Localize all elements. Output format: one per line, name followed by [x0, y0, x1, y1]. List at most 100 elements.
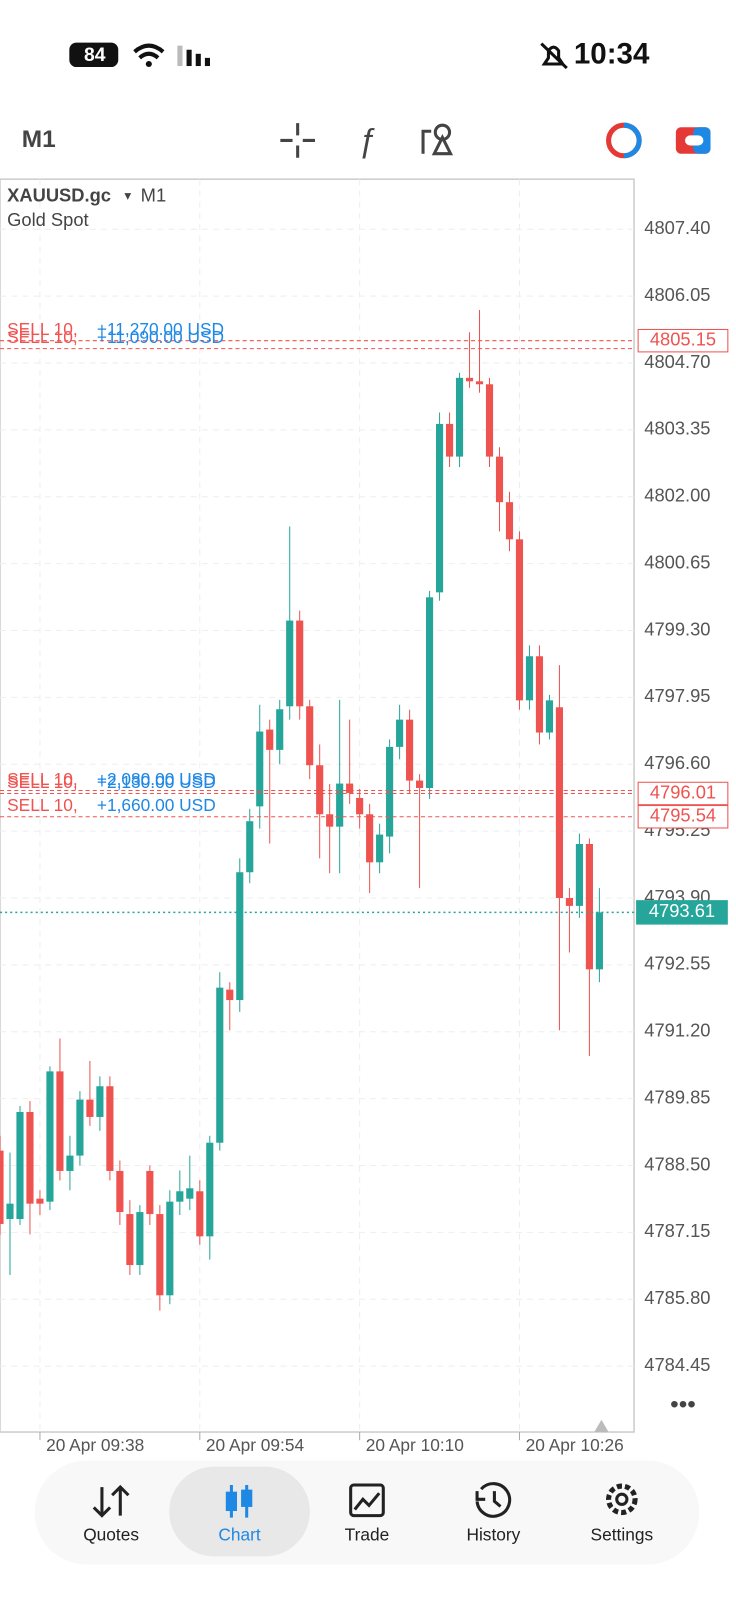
one-click-button[interactable] — [675, 127, 711, 154]
battery — [69, 42, 119, 68]
nav-label[interactable]: History — [466, 1525, 520, 1545]
candle-body — [435, 423, 444, 593]
nav-chart[interactable]: Chart — [218, 1485, 261, 1545]
candle-body — [416, 780, 424, 789]
candle-body — [96, 1086, 104, 1117]
crosshair-button[interactable] — [280, 123, 315, 158]
price-label-box — [637, 805, 729, 829]
candle-body — [366, 814, 374, 863]
candle-body — [256, 731, 264, 807]
candle-body — [136, 1212, 144, 1266]
plot-frame — [0, 178, 635, 1433]
last-price-label: 4793.61 — [649, 900, 715, 921]
clock: 10:34 — [574, 38, 650, 71]
objects-button[interactable] — [421, 123, 454, 156]
candle-body — [176, 1191, 184, 1202]
candle-body — [326, 814, 334, 827]
candle-body — [16, 1112, 24, 1220]
y-tick-label: 4791.20 — [644, 1020, 710, 1041]
nav-bar — [34, 1460, 700, 1565]
order-profit: +1,660.00 USD — [97, 795, 216, 815]
candle-body — [236, 872, 244, 1001]
candle-body — [316, 765, 324, 815]
candle-body — [186, 1188, 194, 1199]
candle-body — [226, 989, 234, 1001]
nav-label[interactable]: Quotes — [83, 1525, 139, 1545]
nav-history[interactable]: History — [466, 1482, 521, 1545]
candle-body — [6, 1203, 14, 1220]
candle-body — [525, 656, 534, 701]
y-tick-label: 4803.35 — [644, 418, 710, 439]
candle-body — [445, 423, 454, 457]
order-side: SELL 10, — [7, 327, 78, 347]
candle-body — [386, 746, 394, 837]
order-side: SELL 10, — [7, 795, 78, 815]
y-tick-label: 4800.65 — [644, 551, 710, 572]
x-tick-label: 20 Apr 09:54 — [206, 1435, 305, 1455]
symbol: XAUUSD.gc — [7, 184, 111, 205]
candle-body — [426, 597, 434, 789]
candle-body — [46, 1071, 54, 1202]
nav-trade[interactable]: Trade — [345, 1483, 390, 1545]
candle-body — [396, 719, 404, 747]
candle-body — [505, 502, 514, 540]
x-tick-label: 20 Apr 09:38 — [46, 1435, 144, 1455]
scroll-marker — [594, 1419, 609, 1433]
nav-label[interactable]: Settings — [591, 1525, 654, 1545]
candle-body — [575, 843, 583, 906]
candle-body — [216, 987, 224, 1143]
y-tick-label: 4787.15 — [644, 1220, 710, 1241]
order-side: SELL 10, — [7, 772, 78, 792]
candle-body — [535, 656, 544, 733]
y-tick-label: 4789.85 — [644, 1086, 710, 1107]
nav-label[interactable]: Chart — [218, 1525, 261, 1545]
candle-body — [106, 1086, 114, 1171]
y-tick-label: 4784.45 — [644, 1354, 710, 1375]
candle-body — [156, 1214, 164, 1296]
candle-body — [515, 539, 524, 701]
battery-level: 84 — [84, 44, 106, 66]
last-price-box — [636, 900, 728, 925]
signal-icon — [177, 45, 210, 67]
candle-body — [376, 834, 384, 863]
candle-body — [206, 1142, 214, 1237]
nav-settings[interactable]: Settings — [591, 1483, 654, 1545]
y-tick-label: 4797.95 — [644, 685, 710, 706]
order-profit: +11,090.00 USD — [97, 327, 224, 347]
indicators-button[interactable]: ƒ — [358, 121, 376, 160]
candle-body — [465, 377, 474, 382]
price-label: 4795.54 — [650, 805, 716, 826]
nav-quotes[interactable]: Quotes — [83, 1484, 139, 1545]
candle-body — [86, 1099, 94, 1117]
candle-body — [56, 1071, 64, 1171]
chart: 4807.40 4806.05 4804.70 4803.35 4802.00 4800.… — [0, 179, 729, 1455]
candle-body — [26, 1112, 34, 1204]
nav-label[interactable]: Trade — [345, 1525, 390, 1545]
price-label-box — [637, 328, 729, 353]
order-side: SELL 10, — [7, 319, 78, 339]
candle-body — [495, 456, 504, 503]
order-profit: +11,270.00 USD — [97, 319, 224, 339]
trade-signal-button[interactable] — [606, 122, 642, 159]
nav-active-pill — [169, 1466, 310, 1557]
y-tick-label: 4807.40 — [644, 217, 710, 238]
y-tick-label: 4799.30 — [644, 618, 710, 639]
price-label: 4805.15 — [650, 329, 716, 350]
price-label-box — [637, 781, 729, 806]
candle-body — [475, 381, 484, 385]
symbol-description: Gold Spot — [7, 209, 89, 230]
candle-body — [36, 1198, 44, 1204]
mute-icon — [540, 42, 568, 70]
candle-body — [485, 384, 494, 457]
y-tick-label: 4796.60 — [644, 752, 710, 773]
order-profit: +2,080.00 USD — [97, 769, 216, 789]
candle-body — [146, 1170, 154, 1215]
candle-body — [126, 1214, 134, 1266]
more-button[interactable]: ••• — [670, 1391, 696, 1418]
timeframe-button[interactable]: M1 — [22, 126, 56, 153]
y-tick-label: 4802.00 — [644, 485, 710, 506]
candle-body — [545, 700, 554, 733]
candle-body — [166, 1201, 174, 1296]
dropdown-arrow[interactable]: ▾ — [124, 188, 131, 203]
